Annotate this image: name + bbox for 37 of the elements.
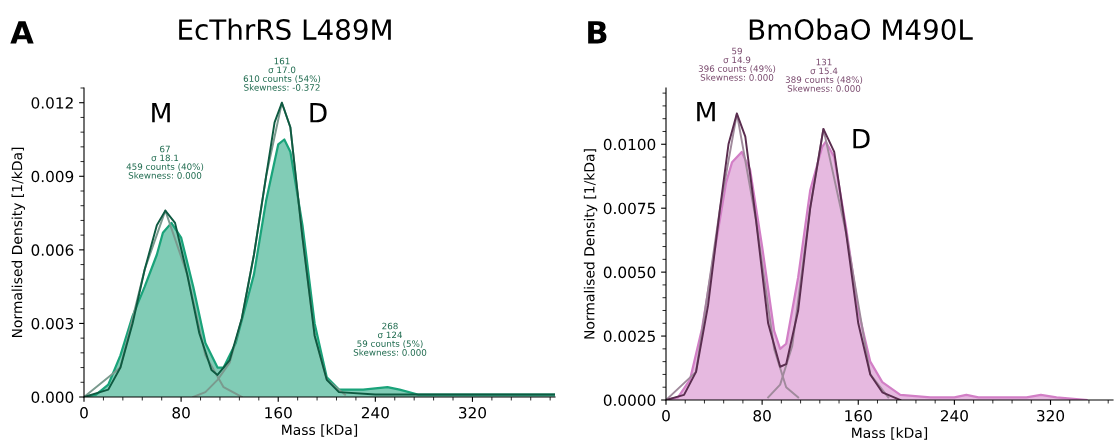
x-tick-label: 240 [361,406,389,419]
text: A [10,21,34,44]
chart-title: EcThrRS L489M [179,18,391,41]
y-tick-label: 0.003 [31,317,74,330]
annotation: 161 σ 17.0 610 counts (54%) Skewness: -0.372 [243,57,321,91]
x-tick-label: 0 [662,409,670,422]
y-tick-label: 0.006 [31,244,74,256]
text: 59 σ 14.9 396 counts (49%) Skewness: 0.000 [698,47,776,81]
x-tick-label: 80 [172,406,190,419]
y-tick-label: 0.000 [31,391,74,404]
x-tick-label: 320 [459,406,487,419]
x-tick-label: 160 [845,409,872,422]
annotation: 131 σ 15.4 389 counts (48%) Skewness: 0.000 [785,58,863,92]
annotation: 268 σ 124 59 counts (5%) Skewness: 0.000 [353,322,427,356]
y-tick-label: 0.0075 [603,202,655,215]
x-tick-label: 160 [265,406,292,419]
y-tick-label: 0.009 [31,170,74,183]
x-axis-title: Mass [kDa] [852,427,928,440]
x-axis-title: Mass [kDa] [282,424,358,437]
y-tick-label: 0.0050 [603,266,656,279]
y-tick-label: 0.0100 [603,138,656,151]
y-axis-title: Normalised Density [1/kDa] [11,147,25,338]
annotation: M [697,102,715,122]
annotation: 67 σ 18.1 459 counts (40%) Skewness: 0.000 [126,145,204,179]
y-tick-label: 0.012 [31,97,73,109]
x-tick-label: 320 [1037,409,1065,422]
x-tick-label: 0 [80,406,88,419]
y-tick-label: 0.0025 [603,330,655,343]
x-tick-label: 240 [940,409,968,422]
y-tick-label: 0.0000 [603,394,656,407]
text: B [588,21,607,44]
annotation: M [152,103,170,123]
y-axis-title: Normalised Density [1/kDa] [583,149,598,339]
annotation: D [310,103,327,123]
annotation: D [853,129,870,149]
chart-title: BmObaO M490L [749,18,973,41]
x-tick-label: 80 [753,409,771,422]
